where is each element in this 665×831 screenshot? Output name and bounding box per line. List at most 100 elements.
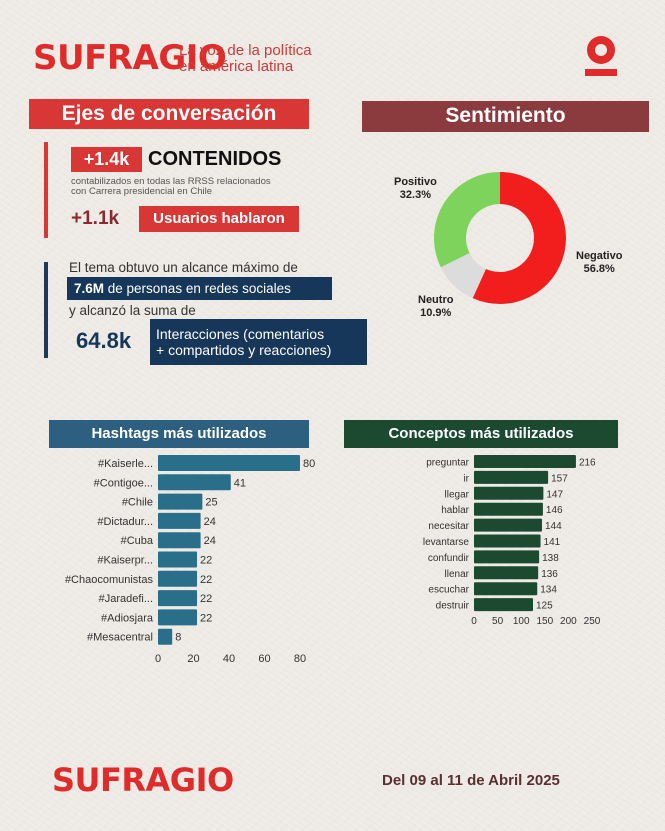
ejes-accent-bar <box>44 142 48 238</box>
bar-value-label: 8 <box>175 632 181 644</box>
bar-value-label: 22 <box>200 593 212 605</box>
brand-tagline: La voz de la política en américa latina <box>179 43 312 75</box>
contenidos-label: CONTENIDOS <box>148 148 282 170</box>
x-tick-label: 80 <box>294 653 306 665</box>
bar <box>474 534 541 548</box>
x-tick-label: 0 <box>471 616 477 627</box>
footer-date: Del 09 al 11 de Abril 2025 <box>382 772 560 789</box>
brand-mark-icon <box>585 36 617 78</box>
bar-label: #Kaiserle... <box>98 458 153 470</box>
bar-value-label: 80 <box>303 458 315 470</box>
bar <box>158 609 198 626</box>
bar <box>158 455 300 471</box>
bar <box>158 628 173 645</box>
hashtags-chart: #Kaiserle... 80#Contigoe... 41#Chile 25#Dic… <box>65 455 315 665</box>
bar <box>474 518 542 532</box>
bar <box>474 598 533 612</box>
bar-label: #Adiosjara <box>101 612 154 624</box>
bar-value-label: 157 <box>551 473 568 484</box>
bar-label: ir <box>463 473 469 484</box>
alcance-value: 7.6M <box>74 281 105 296</box>
x-tick-label: 40 <box>223 653 235 665</box>
bar <box>474 470 549 484</box>
bar <box>158 532 201 549</box>
x-tick-label: 60 <box>258 653 270 665</box>
pie-label-negativo: Negativo 56.8% <box>576 250 622 276</box>
bar-label: #Jaradefi... <box>99 593 153 605</box>
sentimiento-donut <box>434 172 566 304</box>
bar <box>474 486 544 500</box>
bar-label: confundir <box>428 553 470 564</box>
donut-slice-positivo <box>434 172 500 268</box>
bar-label: #Chile <box>122 497 153 509</box>
bar-value-label: 22 <box>200 612 212 624</box>
bar-value-label: 144 <box>545 521 562 532</box>
bar <box>158 474 231 491</box>
bar-value-label: 141 <box>544 537 561 548</box>
bar-label: #Cuba <box>121 535 154 547</box>
bar-label: llenar <box>445 569 470 580</box>
x-tick-label: 250 <box>584 616 601 627</box>
usuarios-value: +1.1k <box>71 208 120 229</box>
interacciones-badge: Interacciones (comentarios + compartidos… <box>150 319 367 365</box>
bar-value-label: 134 <box>540 585 557 596</box>
pie-label-negativo-name: Negativo <box>576 250 623 262</box>
bar-label: destruir <box>436 601 470 612</box>
donut-slice-neutro <box>440 253 486 299</box>
bar-value-label: 24 <box>204 535 216 547</box>
alcance-accent-bar <box>44 262 48 358</box>
bar-label: levantarse <box>423 537 470 548</box>
bar-label: #Kaiserpr... <box>97 555 153 567</box>
bar-value-label: 147 <box>546 489 563 500</box>
interacciones-value: 64.8k <box>76 328 132 353</box>
pie-label-positivo: Positivo 32.3% <box>394 176 437 202</box>
bar-value-label: 125 <box>536 601 553 612</box>
pie-label-negativo-value: 56.8% <box>583 263 615 275</box>
bar-value-label: 22 <box>200 555 212 567</box>
bar-label: escuchar <box>428 585 469 596</box>
bar-value-label: 146 <box>546 505 563 516</box>
bar-value-label: 216 <box>579 458 596 469</box>
brand-logo: SUFRAGIO <box>33 38 227 78</box>
bar <box>158 512 201 529</box>
x-tick-label: 150 <box>536 616 553 627</box>
alcance-line1: El tema obtuvo un alcance máximo de <box>69 260 298 275</box>
contenidos-value: +1.4k <box>71 147 142 172</box>
alcance-badge: 7.6M de personas en redes sociales <box>67 277 332 300</box>
bar <box>474 550 540 564</box>
bar <box>474 566 539 580</box>
pie-label-neutro: Neutro 10.9% <box>418 294 453 320</box>
bar-value-label: 22 <box>200 574 212 586</box>
bar-value-label: 24 <box>204 516 216 528</box>
tagline-line1: La voz de la política <box>179 42 312 59</box>
bar-label: llegar <box>445 489 470 500</box>
alcance-rest: de personas en redes sociales <box>104 281 291 296</box>
bar-label: preguntar <box>426 458 469 469</box>
x-tick-label: 200 <box>560 616 577 627</box>
bar-value-label: 136 <box>541 569 558 580</box>
footer-logo: SUFRAGIO <box>52 761 234 799</box>
x-tick-label: 100 <box>513 616 530 627</box>
bar <box>158 551 198 568</box>
pie-label-positivo-value: 32.3% <box>399 189 431 201</box>
bar-value-label: 25 <box>205 497 217 509</box>
bar-value-label: 41 <box>234 477 246 489</box>
donut-slice-negativo <box>472 172 566 304</box>
bar-label: #Chaocomunistas <box>65 574 154 586</box>
pie-label-neutro-name: Neutro <box>418 294 454 306</box>
bar-label: #Mesacentral <box>87 632 153 644</box>
bar <box>474 502 543 516</box>
bar <box>158 493 203 510</box>
bar-label: #Dictadur... <box>97 516 153 528</box>
ejes-title: Ejes de conversación <box>29 99 309 129</box>
x-tick-label: 20 <box>187 653 199 665</box>
x-tick-label: 50 <box>492 616 504 627</box>
bar <box>474 455 576 468</box>
contenidos-desc: contabilizados en todas las RRSS relacio… <box>71 177 271 197</box>
tagline-line2: en américa latina <box>179 58 294 75</box>
conceptos-chart: preguntar 216 ir 157 llegar 147 hablar 146 neces… <box>423 455 601 627</box>
interacciones-line1: Interacciones (comentarios <box>156 326 325 342</box>
contenidos-desc-line2: con Carrera presidencial en Chile <box>71 186 212 197</box>
usuarios-label: Usuarios hablaron <box>139 206 299 232</box>
interacciones-line2: + compartidos y reacciones) <box>156 342 332 358</box>
